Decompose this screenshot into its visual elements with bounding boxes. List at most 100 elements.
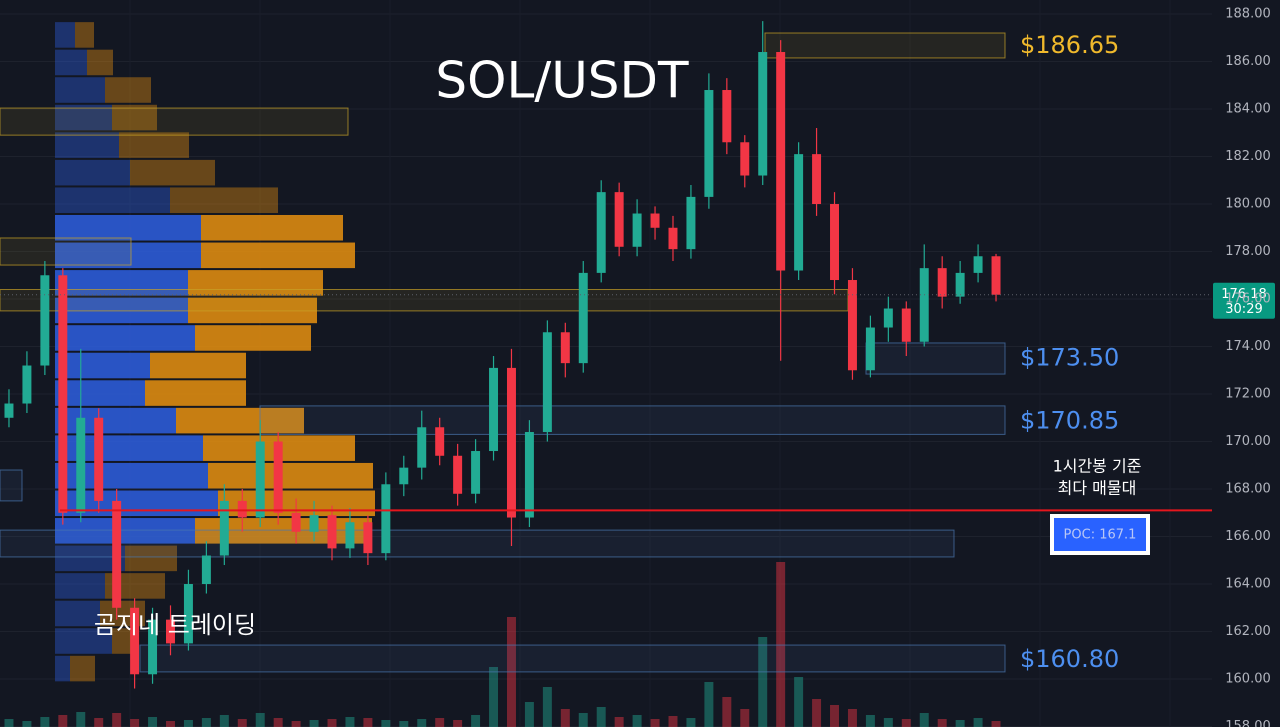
candle-body [973,256,983,273]
volume-bar [632,715,642,727]
candle-body [22,365,32,404]
poc-note: 1시간봉 기준 [1053,457,1142,476]
candle-body [901,308,911,342]
poc-label: POC: 167.1 [1064,528,1137,543]
candle-body [919,268,929,342]
volume-bar [830,705,839,727]
volume-bar [758,637,768,727]
profile-sell [150,352,246,379]
zone [0,469,23,502]
volume-bar [722,697,732,727]
profile-sell [119,132,189,158]
candle-body [865,327,875,371]
volume-bar [489,667,499,727]
profile-sell [195,325,311,351]
volume-bar [794,677,804,727]
volume-bar [201,718,211,727]
volume-bar [471,715,481,727]
candle-body [578,272,588,364]
candle-body [40,275,50,366]
volume-bar [578,713,588,727]
y-tick-label: 164.00 [1225,577,1271,592]
volume-bar [847,709,857,727]
profile-buy [55,104,112,131]
profile-buy [55,242,201,269]
volume-bar [345,717,355,727]
poc-box [1050,514,1150,555]
y-tick-label: 172.00 [1225,387,1271,402]
volume-bar [686,718,696,727]
candle-body [58,275,68,513]
last-price-tag [1213,282,1275,319]
candle-body [94,417,104,501]
profile-buy [55,77,105,103]
candle-body [722,90,732,143]
profile-buy [55,159,130,186]
candle-body [76,417,86,513]
profile-buy [55,407,176,434]
candle-body [112,500,122,608]
profile-buy [55,132,119,158]
profile-sell [112,104,157,131]
profile-buy [55,628,112,654]
volume-bar [740,709,750,727]
candle-body [219,500,229,556]
volume-bar [237,719,247,727]
zone [0,107,349,136]
volume-bar [991,721,1001,727]
profile-buy [55,352,150,379]
profile-sell [70,655,95,682]
candle-body [148,619,158,675]
y-tick-label: 166.00 [1225,529,1271,544]
profile-sell [176,407,304,434]
candle-body [309,515,319,532]
volume-bar [183,720,193,727]
profile-buy [55,49,87,76]
y-tick-label: 184.00 [1225,102,1271,117]
y-tick-label: 170.00 [1225,434,1271,449]
profile-buy [55,187,170,213]
volume-bar [596,707,606,727]
volume-bar [273,718,283,727]
volume-bar [919,713,929,727]
y-tick-label: 160.00 [1225,672,1271,687]
candle-body [955,272,965,297]
volume-bar [166,721,175,727]
volume-bar [148,717,158,727]
profile-sell [125,545,177,572]
candle-body [4,403,14,418]
zone [865,342,1006,375]
candle-body [166,619,175,644]
candle-body [489,367,499,452]
zone [0,529,955,558]
volume-bar [58,715,68,727]
volume-bar [865,715,875,727]
candle-body [524,432,534,518]
volume-bar [22,721,32,727]
candle-body [399,467,409,485]
y-tick-label: 174.00 [1225,339,1271,354]
profile-buy [55,655,70,682]
candle-body [740,142,750,176]
volume-bar [381,720,391,727]
volume-bar [399,721,409,727]
volume-bar [417,719,427,727]
profile-sell [208,462,373,489]
y-tick-label: 186.00 [1225,54,1271,69]
zone-label: $173.50 [1020,343,1119,371]
profile-sell [170,187,278,213]
profile-sell [87,49,113,76]
profile-buy [55,600,100,627]
candle-body [650,213,660,228]
candle-body [237,500,247,518]
volume-bar [453,720,463,727]
profile-sell [130,159,215,186]
profile-buy [55,270,188,296]
volume-bar [542,687,552,727]
profile-buy [55,214,201,241]
y-tick-label: 182.00 [1225,149,1271,164]
profile-buy [55,22,75,48]
volume-bar [255,713,265,727]
